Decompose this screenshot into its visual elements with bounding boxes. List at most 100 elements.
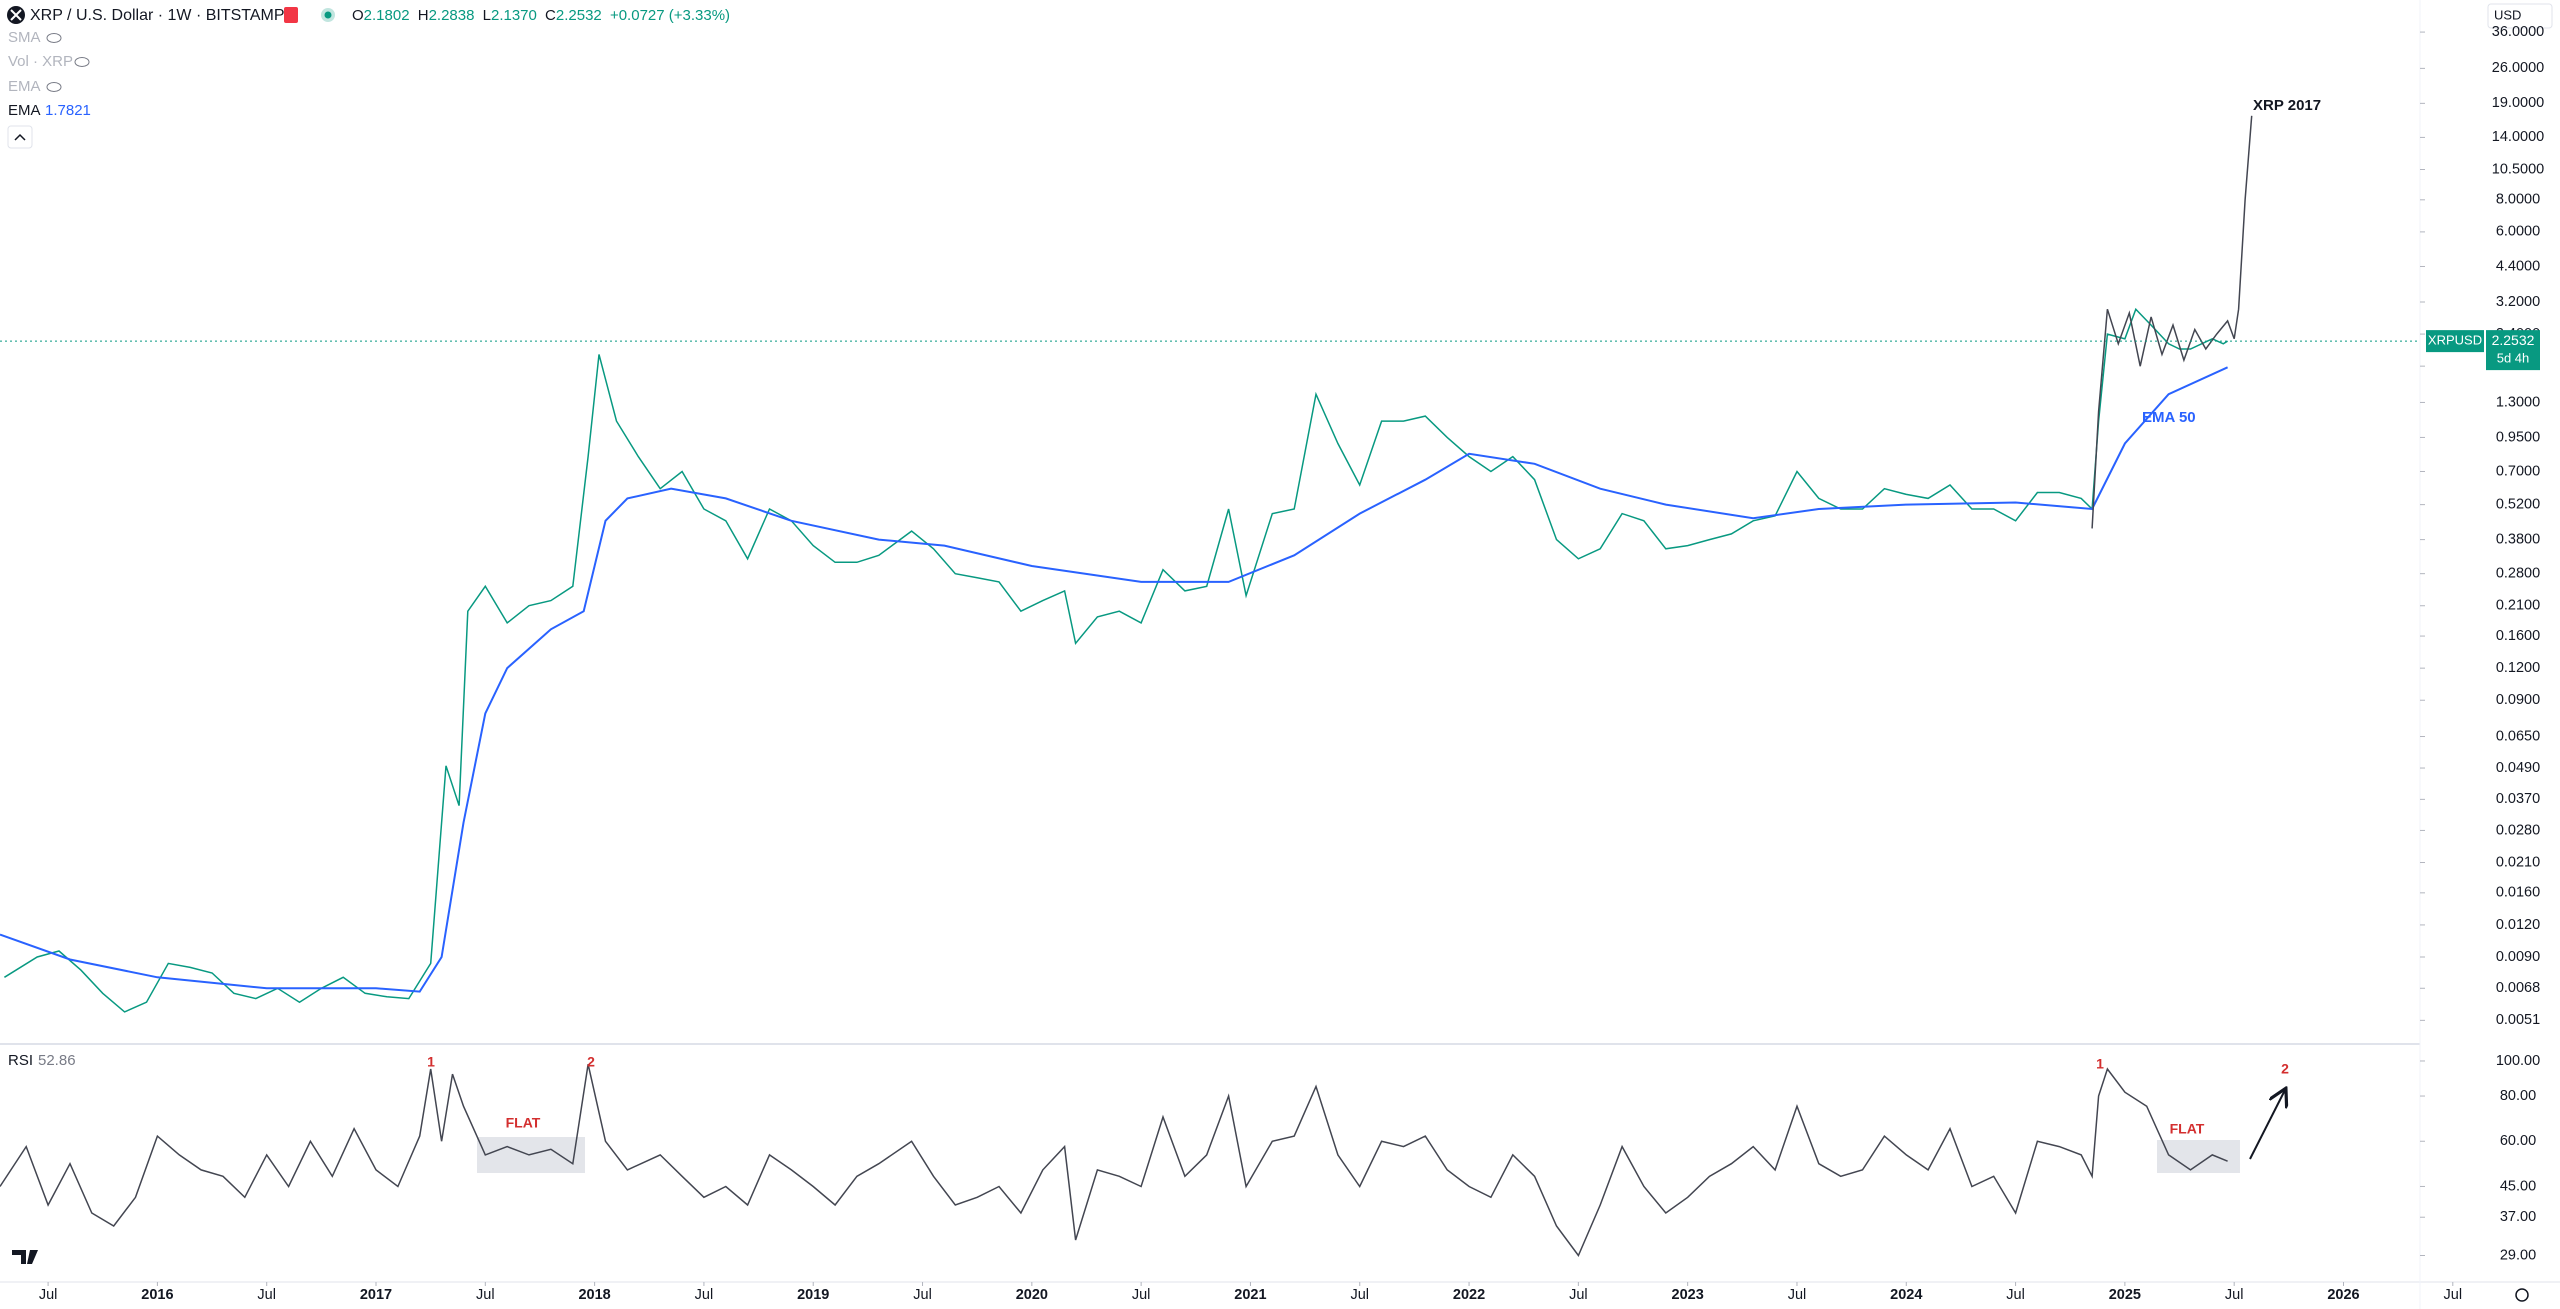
indicator-name[interactable]: Vol · XRP <box>8 53 73 70</box>
y-tick-label: 0.0650 <box>2496 728 2540 744</box>
symbol-logo-mark <box>10 9 22 21</box>
x-tick-label: 2026 <box>2327 1287 2359 1303</box>
y-tick-label: 60.00 <box>2500 1133 2536 1149</box>
annotation: 1 <box>427 1054 435 1070</box>
y-tick-label: 6.0000 <box>2496 224 2540 240</box>
x-tick-label: Jul <box>913 1287 932 1303</box>
indicator-value: 1.7821 <box>45 102 91 119</box>
x-tick-label: Jul <box>2006 1287 2025 1303</box>
y-tick-label: 0.0210 <box>2496 854 2540 870</box>
annotation: 2 <box>587 1054 595 1070</box>
collapse-icon <box>14 133 26 141</box>
x-tick-label: 2021 <box>1234 1287 1266 1303</box>
flat-zone <box>2157 1140 2240 1173</box>
annotation: FLAT <box>506 1115 541 1131</box>
settings-icon[interactable] <box>2515 1288 2529 1302</box>
ohlc: O2.1802 H2.2838 L2.1370 C2.2532 +0.0727 … <box>352 7 730 24</box>
y-tick-label: 0.0370 <box>2496 791 2540 807</box>
ema-label: EMA 50 <box>2142 409 2196 426</box>
y-tick-label: 37.00 <box>2500 1209 2536 1225</box>
y-tick-label: 0.7000 <box>2496 463 2540 479</box>
x-tick-label: 2022 <box>1453 1287 1485 1303</box>
eye-icon[interactable] <box>46 33 62 43</box>
x-tick-label: 2016 <box>141 1287 173 1303</box>
x-tick-label: Jul <box>1788 1287 1807 1303</box>
x-tick-label: Jul <box>2225 1287 2244 1303</box>
plot-area <box>0 115 2253 1257</box>
y-tick-label: 0.5200 <box>2496 496 2540 512</box>
price-tag-countdown: 5d 4h <box>2497 351 2530 366</box>
flag-icon <box>284 7 298 23</box>
x-tick-label: 2023 <box>1672 1287 1704 1303</box>
y-tick-label: 3.2000 <box>2496 294 2540 310</box>
series-line <box>4 307 2228 1013</box>
y-tick-label: 0.2100 <box>2496 598 2540 614</box>
x-tick-label: 2018 <box>578 1287 610 1303</box>
x-tick-label: Jul <box>1132 1287 1151 1303</box>
y-tick-label: 10.5000 <box>2492 161 2544 177</box>
collapse-button[interactable] <box>7 125 33 149</box>
price-tag-value: 2.2532 <box>2492 332 2535 348</box>
currency[interactable]: USD <box>2494 7 2521 22</box>
symbol-tag-text: XRPUSD <box>2428 333 2482 348</box>
indicator-name[interactable]: EMA <box>8 78 41 95</box>
x-tick-label: 2020 <box>1016 1287 1048 1303</box>
y-tick-label: 29.00 <box>2500 1247 2536 1263</box>
series-line <box>0 366 2229 993</box>
y-tick-label: 45.00 <box>2500 1178 2536 1194</box>
indicator-name[interactable]: SMA <box>8 29 41 46</box>
y-tick-label: 0.0051 <box>2496 1012 2540 1028</box>
y-tick-label: 0.3800 <box>2496 531 2540 547</box>
price-tag <box>2486 330 2540 371</box>
series-line <box>0 1064 2228 1257</box>
annotation: 1 <box>2096 1056 2104 1072</box>
y-tick-label: 26.0000 <box>2492 60 2544 76</box>
brand-logo[interactable] <box>12 1250 38 1264</box>
y-tick-label: 4.4000 <box>2496 258 2540 274</box>
x-tick-label: Jul <box>2444 1287 2463 1303</box>
eye-icon[interactable] <box>46 82 62 92</box>
currency-select[interactable] <box>2487 3 2553 29</box>
y-tick-label: 0.9500 <box>2496 429 2540 445</box>
y-tick-label: 0.1200 <box>2496 660 2540 676</box>
series-line <box>2091 115 2253 529</box>
y-tick-label: 0.0280 <box>2496 822 2540 838</box>
y-tick-label: 1.3000 <box>2496 394 2540 410</box>
x-tick-label: Jul <box>695 1287 714 1303</box>
y-tick-label: 19.0000 <box>2492 95 2544 111</box>
y-tick-label: 0.1600 <box>2496 628 2540 644</box>
x-tick-label: Jul <box>257 1287 276 1303</box>
status-dot <box>324 11 332 19</box>
y-tick-label: 0.0490 <box>2496 760 2540 776</box>
x-tick-label: 2025 <box>2109 1287 2141 1303</box>
x-tick-label: Jul <box>1569 1287 1588 1303</box>
x-tick-label: Jul <box>1350 1287 1369 1303</box>
y-tick-label: 8.0000 <box>2496 192 2540 208</box>
y-tick-label: 0.0120 <box>2496 917 2540 933</box>
indicator-name[interactable]: EMA <box>8 102 41 119</box>
symbol-tag <box>2426 330 2484 353</box>
symbol-title: XRP / U.S. Dollar · 1W · BITSTAMP <box>30 7 285 24</box>
y-tick-label: 14.0000 <box>2492 129 2544 145</box>
y-tick-label: 0.2800 <box>2496 565 2540 581</box>
x-tick-label: Jul <box>476 1287 495 1303</box>
x-tick-label: Jul <box>39 1287 58 1303</box>
y-tick-label: 0.0068 <box>2496 980 2540 996</box>
y-tick-label: 0.0160 <box>2496 885 2540 901</box>
projection-label: XRP 2017 <box>2253 97 2321 114</box>
annotation: 2 <box>2281 1061 2289 1077</box>
rsi-value: 52.86 <box>38 1052 76 1069</box>
y-tick-label: 80.00 <box>2500 1088 2536 1104</box>
y-tick-label: 36.0000 <box>2492 24 2544 40</box>
y-tick-label: 0.0090 <box>2496 949 2540 965</box>
eye-icon[interactable] <box>74 57 90 67</box>
y-tick-label: 0.0900 <box>2496 692 2540 708</box>
x-tick-label: 2017 <box>360 1287 392 1303</box>
rsi-title: RSI <box>8 1052 33 1069</box>
projection-arrow <box>2249 1090 2285 1160</box>
annotation: FLAT <box>2170 1121 2205 1137</box>
x-tick-label: 2024 <box>1890 1287 1922 1303</box>
x-tick-label: 2019 <box>797 1287 829 1303</box>
y-tick-label: 100.00 <box>2496 1053 2540 1069</box>
